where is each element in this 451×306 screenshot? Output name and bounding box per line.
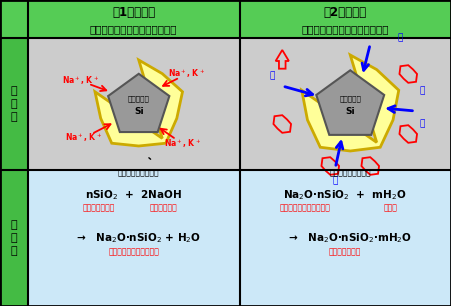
Text: 水: 水 xyxy=(270,72,275,80)
Text: 『アルカリシリカゲルの生成』: 『アルカリシリカゲルの生成』 xyxy=(90,25,178,35)
Text: 反: 反 xyxy=(11,220,17,230)
Text: （アルカリ）: （アルカリ） xyxy=(150,203,178,212)
Bar xyxy=(28,170,239,306)
Text: 念: 念 xyxy=(11,99,17,109)
Bar xyxy=(239,170,451,306)
Polygon shape xyxy=(95,60,183,146)
Text: （水）: （水） xyxy=(383,203,397,212)
Text: 水: 水 xyxy=(398,33,403,43)
Text: nSiO$_2$  +  2NaOH: nSiO$_2$ + 2NaOH xyxy=(85,188,182,202)
Text: （シリカ鉱物）: （シリカ鉱物） xyxy=(83,203,115,212)
Text: →   Na$_2$O·nSiO$_2$·mH$_2$O: → Na$_2$O·nSiO$_2$·mH$_2$O xyxy=(288,231,412,245)
Text: （アルカリシリカゲル）: （アルカリシリカゲル） xyxy=(108,248,159,256)
Text: Si: Si xyxy=(134,107,143,117)
Text: Si: Si xyxy=(345,107,355,117)
Text: 第2ステージ: 第2ステージ xyxy=(324,6,367,19)
Text: →   Na$_2$O·nSiO$_2$ + H$_2$O: → Na$_2$O·nSiO$_2$ + H$_2$O xyxy=(76,231,201,245)
Text: 図: 図 xyxy=(11,112,17,122)
Text: Na$_2$O·nSiO$_2$  +  mH$_2$O: Na$_2$O·nSiO$_2$ + mH$_2$O xyxy=(283,188,407,202)
Polygon shape xyxy=(302,55,399,151)
Text: （アルカリシリカゲル）: （アルカリシリカゲル） xyxy=(280,203,331,212)
Text: 第1ステージ: 第1ステージ xyxy=(112,6,155,19)
Text: 反応性骨材: 反応性骨材 xyxy=(339,96,361,102)
Text: 概: 概 xyxy=(11,86,17,96)
Text: アルカリシリカゲル: アルカリシリカゲル xyxy=(118,169,160,177)
Text: 水: 水 xyxy=(419,120,425,129)
Text: Na$^+$, K$^+$: Na$^+$, K$^+$ xyxy=(164,138,201,150)
Text: Na$^+$, K$^+$: Na$^+$, K$^+$ xyxy=(65,132,102,144)
Text: 『アルカリシリカゲルの膨張』: 『アルカリシリカゲルの膨張』 xyxy=(302,25,389,35)
Bar xyxy=(239,38,451,170)
Text: 反応性骨材: 反応性骨材 xyxy=(128,96,150,102)
Bar xyxy=(28,38,239,170)
Polygon shape xyxy=(316,70,384,135)
Text: 式: 式 xyxy=(11,246,17,256)
Text: 水: 水 xyxy=(419,87,425,95)
Text: Na$^+$, K$^+$: Na$^+$, K$^+$ xyxy=(62,75,99,87)
Text: 応: 応 xyxy=(11,233,17,243)
Bar xyxy=(0,0,451,38)
Text: 水: 水 xyxy=(332,177,338,185)
Bar xyxy=(0,38,28,306)
Text: （吸水膨張！）: （吸水膨張！） xyxy=(329,248,361,256)
Polygon shape xyxy=(108,74,170,132)
Text: アルカリシリカゲル: アルカリシリカゲル xyxy=(329,169,371,177)
Text: Na$^+$, K$^+$: Na$^+$, K$^+$ xyxy=(168,68,205,80)
